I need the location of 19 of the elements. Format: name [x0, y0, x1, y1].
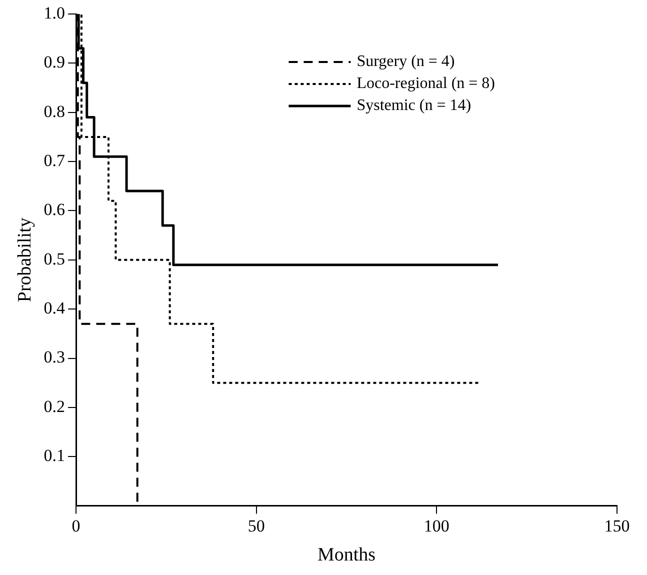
y-axis-title: Probability	[14, 217, 36, 302]
y-tick-label: 0.2	[44, 396, 66, 416]
x-tick-label: 0	[72, 516, 80, 536]
y-tick-label: 0.4	[44, 298, 66, 318]
y-tick-label: 0.3	[44, 348, 66, 367]
y-tick-label: 0.9	[44, 52, 66, 72]
legend-label: Loco-regional (n = 8)	[356, 75, 496, 92]
x-axis-title: Months	[317, 544, 376, 566]
y-tick-label: 0.8	[44, 102, 66, 121]
y-tick-label: 0.5	[44, 249, 66, 268]
x-tick-label: 50	[248, 516, 265, 536]
y-tick-label: 0.7	[44, 151, 66, 170]
legend-label: Systemic (n = 14)	[356, 97, 472, 114]
x-tick-label: 150	[604, 516, 630, 536]
x-tick-label: 100	[424, 516, 450, 536]
y-tick-label: 1.0	[44, 3, 66, 22]
legend-label: Surgery (n = 4)	[356, 53, 455, 70]
y-tick-label: 0.6	[44, 200, 66, 220]
y-tick-label: 0.1	[44, 446, 66, 466]
